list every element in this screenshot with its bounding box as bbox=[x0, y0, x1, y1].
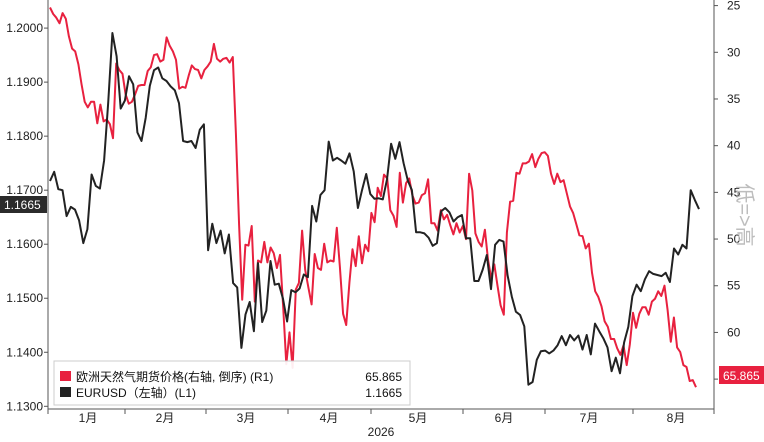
legend-value-gas: 65.865 bbox=[365, 370, 402, 384]
x-axis-tick-label: 4月 bbox=[320, 411, 339, 425]
right-badge-box bbox=[719, 366, 764, 384]
right-last-value-badge: 65.865 bbox=[719, 366, 764, 384]
legend-label-gas: 欧洲天然气期货价格(右轴, 倒序) (R1) bbox=[76, 369, 273, 384]
x-axis-tick-label: 8月 bbox=[667, 411, 686, 425]
left-axis-tick-label: 1.1300 bbox=[6, 399, 43, 413]
left-badge-value: 1.1665 bbox=[4, 198, 41, 212]
right-axis-tick-label: 35 bbox=[727, 92, 741, 106]
right-axis-tick-label: 60 bbox=[727, 325, 741, 339]
legend-value-eurusd: 1.1665 bbox=[365, 386, 402, 400]
left-axis-tick-label: 1.2000 bbox=[6, 21, 43, 35]
series-layer bbox=[49, 7, 700, 388]
x-axis-year-label: 2026 bbox=[368, 425, 395, 439]
left-axis-ticks: 1.2000 1.1900 1.1800 1.1700 1.1600 1.1500 1.14… bbox=[6, 21, 48, 413]
x-axis-tick-label: 5月 bbox=[409, 411, 428, 425]
legend-box bbox=[53, 360, 411, 406]
x-axis-tick-label: 2月 bbox=[156, 411, 175, 425]
legend-label-eurusd: EURUSD（左轴）(L1) bbox=[76, 385, 196, 400]
right-axis-tick-label: 50 bbox=[727, 232, 741, 246]
left-axis-tick-label: 1.1900 bbox=[6, 75, 43, 89]
right-badge-value: 65.865 bbox=[723, 369, 760, 383]
series-line-gas bbox=[49, 7, 697, 388]
legend-swatch-eurusd bbox=[60, 387, 71, 397]
right-axis-direction-note: 低=>高 bbox=[733, 183, 756, 246]
right-axis-tick-label: 55 bbox=[727, 279, 741, 293]
x-axis-tick-label: 1月 bbox=[79, 411, 98, 425]
left-axis-tick-label: 1.1400 bbox=[6, 345, 43, 359]
legend: 欧洲天然气期货价格(右轴, 倒序) (R1) 65.865 EURUSD（左轴）… bbox=[53, 360, 411, 406]
x-axis-ticks: 1月 2月 3月 4月 5月 6月 7月 8月 bbox=[47, 409, 715, 425]
left-axis-tick-label: 1.1800 bbox=[6, 129, 43, 143]
right-axis-tick-label: 40 bbox=[727, 139, 741, 153]
x-axis-tick-label: 6月 bbox=[495, 411, 514, 425]
left-axis-tick-label: 1.1500 bbox=[6, 291, 43, 305]
x-axis-tick-label: 3月 bbox=[237, 411, 256, 425]
left-last-value-badge: 1.1665 bbox=[0, 196, 47, 213]
left-badge-box bbox=[0, 196, 47, 213]
right-axis-tick-label: 45 bbox=[727, 185, 741, 199]
right-axis-tick-label: 25 bbox=[727, 0, 741, 13]
x-axis-tick-label: 7月 bbox=[580, 411, 599, 425]
series-line-eurusd bbox=[49, 32, 700, 386]
left-axis-tick-label: 1.1700 bbox=[6, 183, 43, 197]
right-axis-tick-label: 30 bbox=[727, 45, 741, 59]
left-axis-tick-label: 1.1600 bbox=[6, 237, 43, 251]
legend-swatch-gas bbox=[60, 371, 71, 381]
